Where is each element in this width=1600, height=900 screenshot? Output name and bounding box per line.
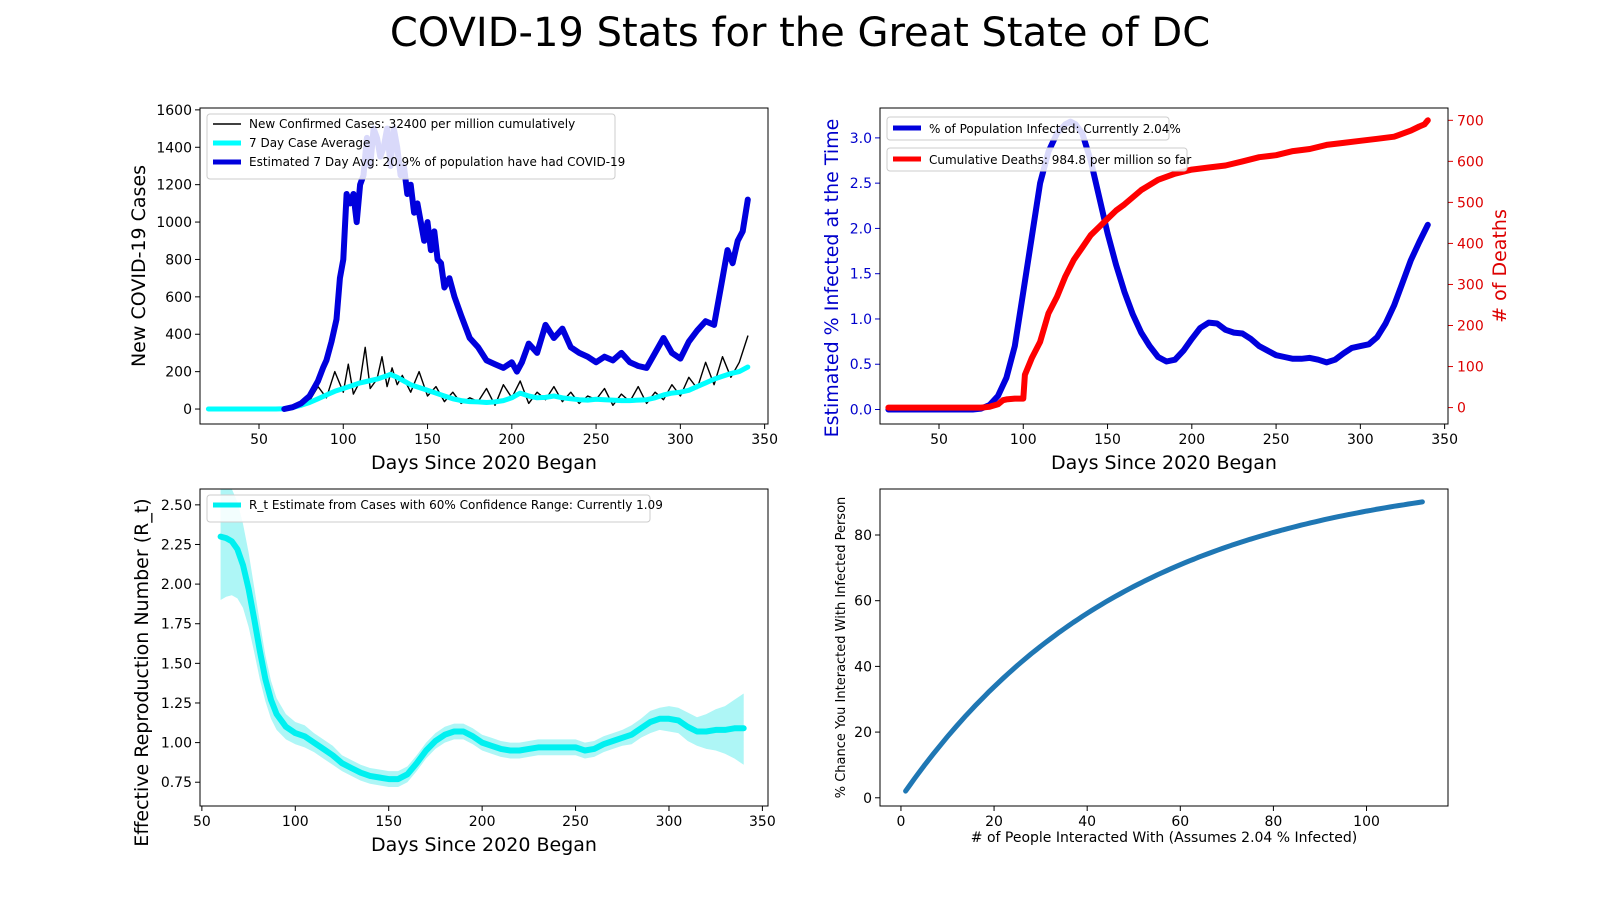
rt-ytick-label: 1.75 [161, 617, 192, 633]
cases-legend-label: Estimated 7 Day Avg: 20.9% of population… [249, 155, 625, 169]
chance-xtick-label: 100 [1353, 814, 1380, 830]
infected-legend-deaths-label: Cumulative Deaths: 984.8 per million so … [929, 153, 1191, 167]
cases-y-axis-label: New COVID-19 Cases [128, 165, 150, 367]
chance-xtick-label: 60 [1171, 814, 1189, 830]
rt-axes-frame [199, 488, 769, 807]
rt-xtick-label: 50 [193, 814, 211, 830]
rt-ytick-label: 0.75 [161, 775, 192, 791]
cases-ytick-label: 800 [165, 252, 192, 268]
rt-ytick-label: 1.00 [161, 736, 192, 752]
infected-right-y-axis-label: # of Deaths [1489, 209, 1511, 323]
infected-legend-pct [886, 116, 1170, 141]
infected-xtick-label: 50 [930, 432, 948, 448]
rt-ytick-label: 2.00 [161, 577, 192, 593]
infected-xtick-label: 200 [1178, 432, 1205, 448]
infected-ytick-label: 1.5 [850, 267, 872, 283]
infected-xtick-label: 350 [1431, 432, 1458, 448]
chance-xtick-label: 80 [1264, 814, 1282, 830]
chance-xtick-label: 0 [896, 814, 905, 830]
infected-legend-deaths [886, 147, 1188, 172]
infected-right-ytick-label: 300 [1457, 277, 1484, 293]
chance-ytick-label: 60 [854, 594, 872, 610]
chance-xtick-label: 20 [985, 814, 1003, 830]
rt-legend-label: R_t Estimate from Cases with 60% Confide… [249, 498, 663, 512]
chance-y-axis-label: % Chance You Interacted With Infected Pe… [834, 497, 849, 799]
rt-series-estimate-line [217, 533, 747, 783]
infected-right-ytick-label: 100 [1457, 360, 1484, 376]
infected-ytick-label: 0.0 [850, 403, 872, 419]
cases-legend-label: New Confirmed Cases: 32400 per million c… [249, 117, 575, 131]
cases-ytick-label: 1600 [156, 103, 192, 119]
rt-ytick-label: 2.25 [161, 537, 192, 553]
infected-right-ytick-label: 0 [1457, 401, 1466, 417]
rt-xtick-label: 300 [656, 814, 683, 830]
rt-xtick-label: 150 [375, 814, 402, 830]
cases-ytick-label: 0 [183, 402, 192, 418]
cases-ytick-label: 1000 [156, 215, 192, 231]
rt-legend [206, 494, 651, 523]
infected-xtick-label: 250 [1263, 432, 1290, 448]
infected-y-axis-label: Estimated % Infected at the Time [821, 119, 843, 438]
chance-ytick-label: 0 [863, 791, 872, 807]
cases-xtick-label: 100 [330, 432, 357, 448]
infected-right-ytick-label: 700 [1457, 113, 1484, 129]
rt-xtick-label: 250 [562, 814, 589, 830]
cases-series-7day-avg-line [205, 364, 751, 412]
infected-right-ytick-label: 500 [1457, 195, 1484, 211]
cases-ytick-label: 600 [165, 290, 192, 306]
cases-xtick-label: 50 [250, 432, 268, 448]
cases-xtick-label: 300 [667, 432, 694, 448]
chance-ytick-label: 40 [854, 659, 872, 675]
infected-xtick-label: 100 [1010, 432, 1037, 448]
rt-xtick-label: 350 [749, 814, 776, 830]
chance-ytick-label: 20 [854, 725, 872, 741]
chance-axes-frame [879, 488, 1449, 807]
cases-legend [206, 113, 616, 180]
infected-series-pct-line [885, 118, 1431, 413]
infected-series-deaths-line [885, 117, 1431, 411]
infected-ytick-label: 2.5 [850, 176, 872, 192]
cases-ytick-label: 1400 [156, 140, 192, 156]
infected-right-ytick-label: 400 [1457, 236, 1484, 252]
infected-ytick-label: 1.0 [850, 312, 872, 328]
infected-xtick-label: 300 [1347, 432, 1374, 448]
infected-x-axis-label: Days Since 2020 Began [1051, 452, 1277, 474]
infected-xtick-label: 150 [1094, 432, 1121, 448]
cases-xtick-label: 150 [414, 432, 441, 448]
rt-xtick-label: 100 [282, 814, 309, 830]
cases-ytick-label: 200 [165, 365, 192, 381]
infected-right-ytick-label: 200 [1457, 319, 1484, 335]
cases-series-new-confirmed-line [207, 335, 749, 410]
infected-axes-frame [879, 107, 1449, 425]
infected-ytick-label: 2.0 [850, 221, 872, 237]
chance-ytick-label: 80 [854, 528, 872, 544]
cases-legend-label: 7 Day Case Average [249, 136, 370, 150]
cases-xtick-label: 350 [751, 432, 778, 448]
rt-y-axis-label: Effective Reproduction Number (R_t) [131, 498, 153, 846]
rt-x-axis-label: Days Since 2020 Began [371, 834, 597, 856]
chance-xtick-label: 40 [1078, 814, 1096, 830]
infected-ytick-label: 3.0 [850, 131, 872, 147]
cases-xtick-label: 200 [498, 432, 525, 448]
figure-title: COVID-19 Stats for the Great State of DC [389, 10, 1211, 56]
cases-x-axis-label: Days Since 2020 Began [371, 452, 597, 474]
chance-series-line [903, 499, 1425, 794]
infected-right-ytick-label: 600 [1457, 154, 1484, 170]
rt-xtick-label: 200 [469, 814, 496, 830]
rt-ytick-label: 1.25 [161, 696, 192, 712]
cases-ytick-label: 1200 [156, 178, 192, 194]
cases-ytick-label: 400 [165, 327, 192, 343]
cases-series-estimated-line [281, 125, 751, 412]
cases-xtick-label: 250 [583, 432, 610, 448]
rt-ytick-label: 1.50 [161, 656, 192, 672]
infected-legend-pct-label: % of Population Infected: Currently 2.04… [929, 122, 1181, 136]
rt-ytick-label: 2.50 [161, 498, 192, 514]
cases-axes-frame [199, 107, 769, 425]
infected-ytick-label: 0.5 [850, 357, 872, 373]
chance-x-axis-label: # of People Interacted With (Assumes 2.0… [971, 830, 1357, 846]
